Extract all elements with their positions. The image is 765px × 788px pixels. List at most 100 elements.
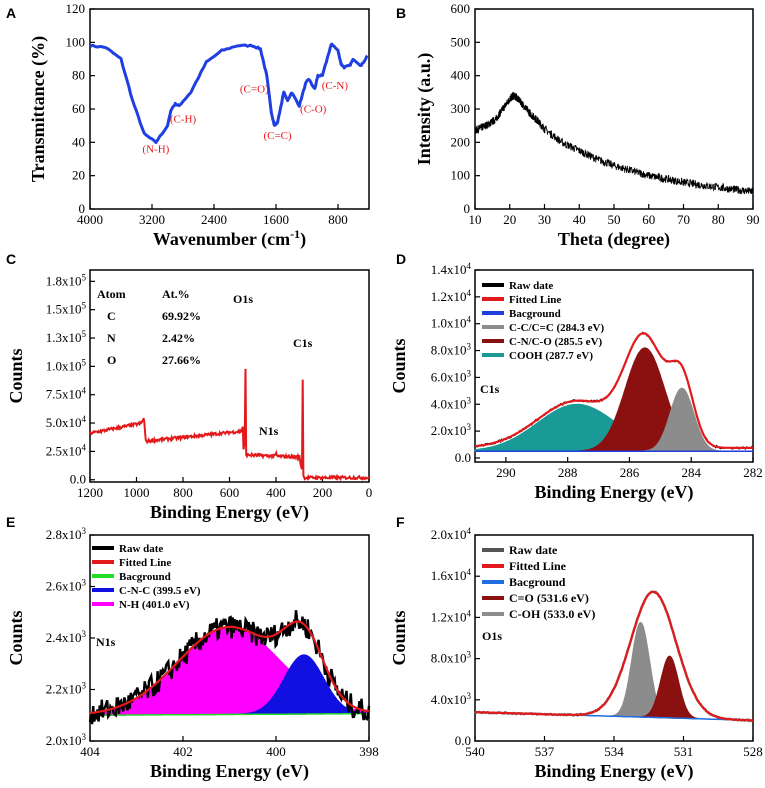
y-tick-label: 6.0x103 <box>431 368 472 384</box>
panel-label-e: E <box>6 514 15 530</box>
panel-c-xps-survey-chart: 1200 1000 800 600 400 200 0 0.0 2.5x104 5.0x104 7.… <box>6 269 372 523</box>
y-tick-label: 1.2x104 <box>431 288 472 304</box>
table-header-percent: At.% <box>162 287 190 301</box>
y-tick-label: 1.6x104 <box>431 567 472 583</box>
x-tick-label: 800 <box>173 485 193 500</box>
peak-annotation: (C-O) <box>300 103 327 115</box>
plot-frame <box>474 8 754 210</box>
panel-label-a: A <box>6 5 16 21</box>
peak-annotation: (C=O) <box>240 83 269 95</box>
element-label: N1s <box>96 635 116 649</box>
y-tick-label: 1.4x104 <box>431 261 472 277</box>
fitted-line <box>89 620 370 715</box>
y-tick-label: 400 <box>451 68 471 83</box>
legend-entry: Bacground <box>509 308 561 320</box>
x-tick-label: 282 <box>743 465 763 480</box>
y-tick-label: 0.0 <box>455 733 471 748</box>
x-tick-label: 20 <box>503 212 516 227</box>
y-tick-label: 5.0x104 <box>46 414 87 430</box>
element-label: O1s <box>482 629 502 643</box>
legend-entry: C=O (531.6 eV) <box>509 591 589 605</box>
y-tick-label: 1.5x105 <box>46 301 87 317</box>
y-tick-label: 500 <box>451 34 471 49</box>
x-tick-label: 402 <box>173 744 193 759</box>
y-tick-label: 4.0x103 <box>431 691 472 707</box>
y-tick-label: 0.0 <box>70 472 86 487</box>
x-tick-label: 534 <box>604 744 624 759</box>
table-header-atom: Atom <box>97 287 126 301</box>
legend-entry: C-C/C=C (284.3 eV) <box>509 322 605 334</box>
peak-annotation: (C-N) <box>322 80 349 92</box>
y-tick-label: 40 <box>72 134 85 149</box>
x-tick-label: 40 <box>573 212 586 227</box>
x-tick-label: 600 <box>220 485 240 500</box>
y-tick-label: 0 <box>464 201 471 216</box>
component-c-oh-area <box>475 621 753 721</box>
y-axis-label: Transmittance (%) <box>28 36 49 182</box>
legend-entry: Raw date <box>119 543 163 555</box>
survey-series-line <box>89 368 370 482</box>
legend-entry: N-H (401.0 eV) <box>119 599 190 611</box>
x-axis-label: Binding Energy (eV) <box>150 502 309 523</box>
x-axis-label: Theta (degree) <box>558 229 670 250</box>
x-tick-label: 30 <box>538 212 551 227</box>
x-tick-label: 4000 <box>77 212 103 227</box>
panel-label-f: F <box>396 514 405 530</box>
y-tick-label: 2.2x103 <box>46 681 87 697</box>
y-tick-label: 300 <box>451 101 471 116</box>
panel-label-d: D <box>396 251 406 267</box>
panel-b-xrd-chart: 10 20 30 40 50 60 70 80 90 0 100 200 300 400 500 600 The… <box>414 1 760 250</box>
y-tick-label: 2.8x103 <box>46 526 87 542</box>
y-tick-label: 2.0x103 <box>431 422 472 438</box>
y-axis-label: Counts <box>389 610 409 665</box>
y-tick-label: 1.8x105 <box>46 272 87 288</box>
panel-f-o1s-chart: 540 537 534 531 528 0.0 4.0x103 8.0x103 1.2x104 1… <box>389 526 763 782</box>
panel-d-c1s-chart: 290 288 286 284 282 0.0 2.0x103 4.0x103 6.0x103 8… <box>389 261 763 503</box>
x-tick-label: 800 <box>328 212 348 227</box>
plot-frame <box>89 269 370 483</box>
plot-frame <box>89 8 370 210</box>
x-tick-label: 528 <box>743 744 763 759</box>
y-tick-label: 100 <box>451 168 471 183</box>
x-tick-label: 288 <box>558 465 578 480</box>
table-cell-atom: O <box>107 353 116 367</box>
y-tick-label: 2.6x103 <box>46 578 87 594</box>
x-tick-label: 540 <box>465 744 485 759</box>
table-cell-atom: N <box>107 331 116 345</box>
y-tick-label: 100 <box>66 34 86 49</box>
background-line <box>89 712 369 717</box>
y-tick-label: 200 <box>451 134 471 149</box>
element-label: C1s <box>480 382 500 396</box>
y-tick-label: 7.5x104 <box>46 386 87 402</box>
x-axis-label: Binding Energy (eV) <box>150 761 309 782</box>
legend-entry: COOH (287.7 eV) <box>509 350 593 362</box>
y-tick-label: 0.0 <box>455 450 471 465</box>
y-tick-label: 8.0x103 <box>431 650 472 666</box>
peak-label-o1s: O1s <box>233 292 253 306</box>
x-axis-label: Binding Energy (eV) <box>534 482 693 503</box>
x-tick-label: 1200 <box>77 485 103 500</box>
y-tick-label: 2.4x103 <box>46 629 87 645</box>
x-tick-label: 400 <box>266 485 286 500</box>
x-axis-label: Wavenumber (cm-1) <box>153 227 306 250</box>
x-tick-label: 2400 <box>201 212 227 227</box>
legend-entry: Fitted Line <box>509 294 561 306</box>
table-cell-percent: 2.42% <box>162 331 195 345</box>
x-tick-label: 398 <box>359 744 379 759</box>
y-tick-label: 2.0x104 <box>431 526 472 542</box>
panel-label-b: B <box>396 5 406 21</box>
y-tick-label: 4.0x103 <box>431 395 472 411</box>
x-tick-label: 404 <box>80 744 100 759</box>
fitted-line <box>475 590 753 722</box>
peak-label-c1s: C1s <box>293 336 313 350</box>
legend-entry: Raw date <box>509 280 553 292</box>
table-cell-atom: C <box>107 309 116 323</box>
plot-frame <box>474 269 754 463</box>
x-tick-label: 286 <box>620 465 640 480</box>
y-tick-label: 1.3x105 <box>46 329 87 345</box>
y-tick-label: 20 <box>72 168 85 183</box>
legend-entry: Raw date <box>509 543 558 557</box>
y-tick-label: 600 <box>451 1 471 16</box>
x-tick-label: 290 <box>496 465 516 480</box>
legend-entry: Fitted Line <box>509 559 567 573</box>
